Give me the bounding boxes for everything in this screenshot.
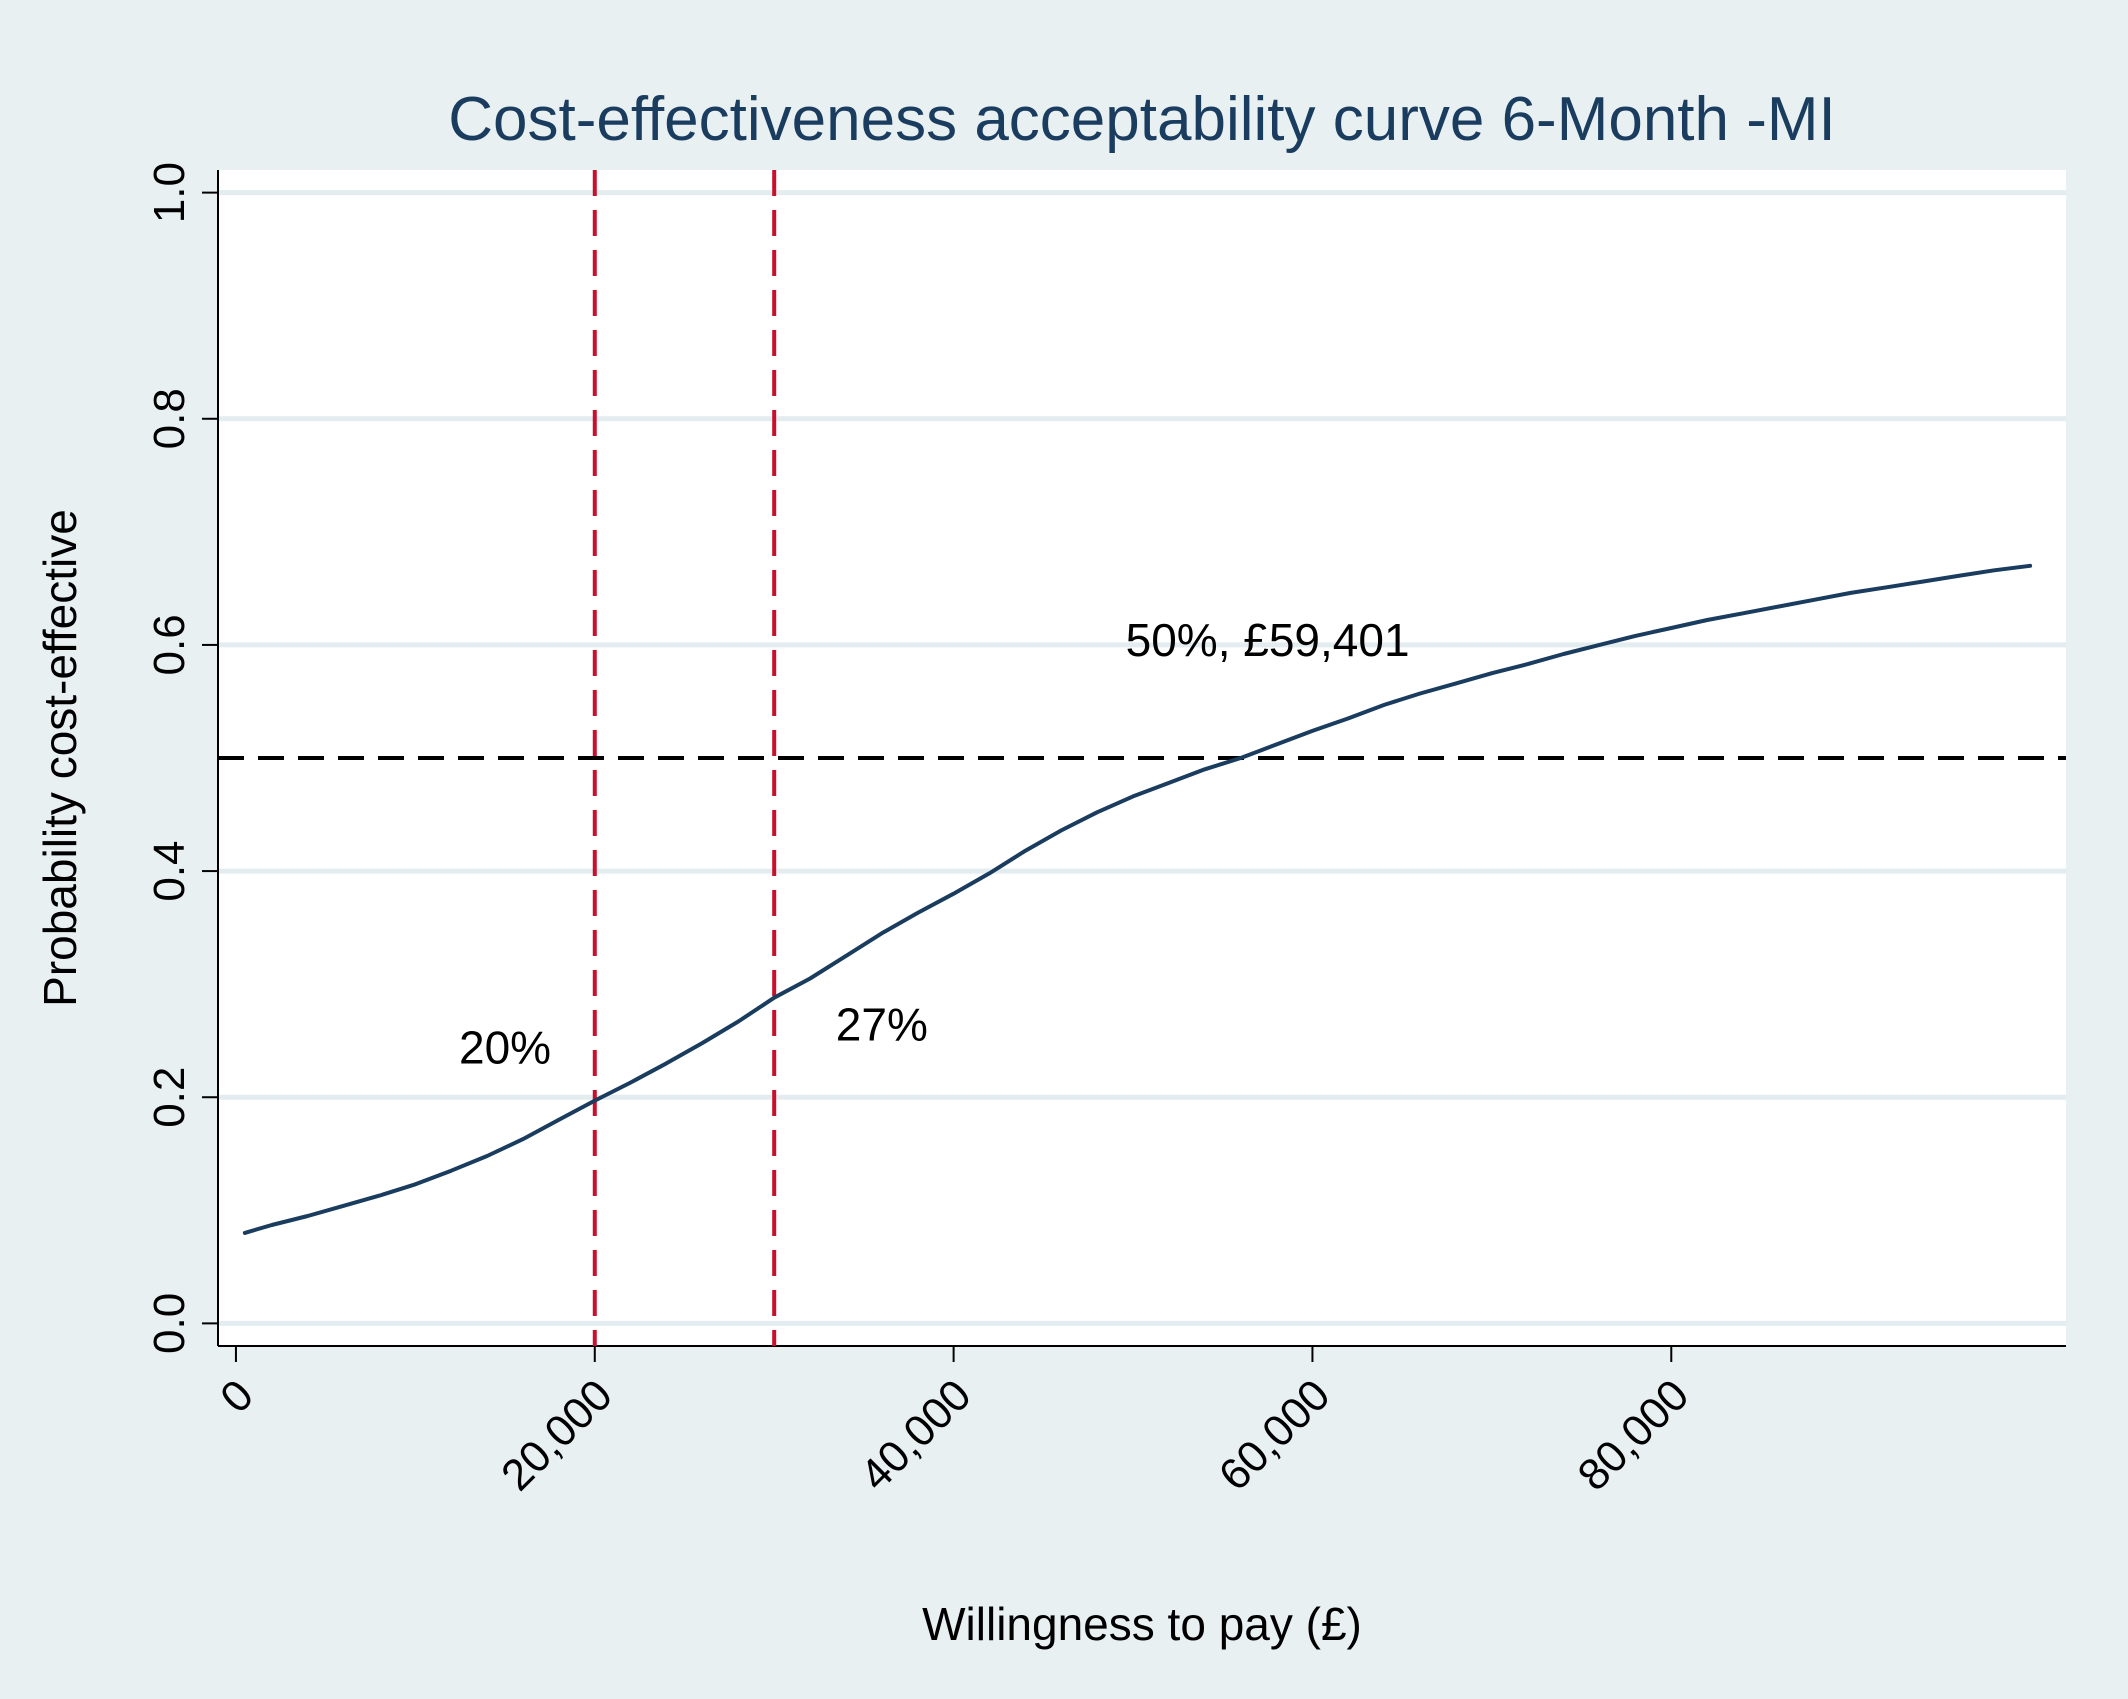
y-tick-label: 1.0 — [145, 162, 194, 223]
y-tick-label: 0.8 — [145, 388, 194, 449]
series — [242, 563, 2033, 1235]
x-axis-label: Willingness to pay (£) — [922, 1598, 1362, 1650]
annotation-label: 50%, £59,401 — [1126, 614, 1410, 666]
reference-lines — [218, 170, 2066, 1346]
y-axis-label: Probability cost-effective — [34, 509, 86, 1007]
y-tick-label: 0.2 — [145, 1067, 194, 1128]
y-tick-label: 0.4 — [145, 840, 194, 901]
series-line — [242, 563, 2033, 1235]
gridlines — [218, 190, 2066, 1326]
chart-title: Cost-effectiveness acceptability curve 6… — [448, 85, 1836, 154]
y-tick-label: 0.0 — [145, 1293, 194, 1354]
annotations: 50%, £59,401 20% 27% — [459, 614, 1410, 1073]
annotation-label: 20% — [459, 1021, 551, 1073]
annotation-label: 27% — [836, 999, 928, 1051]
y-tick-label: 0.6 — [145, 614, 194, 675]
